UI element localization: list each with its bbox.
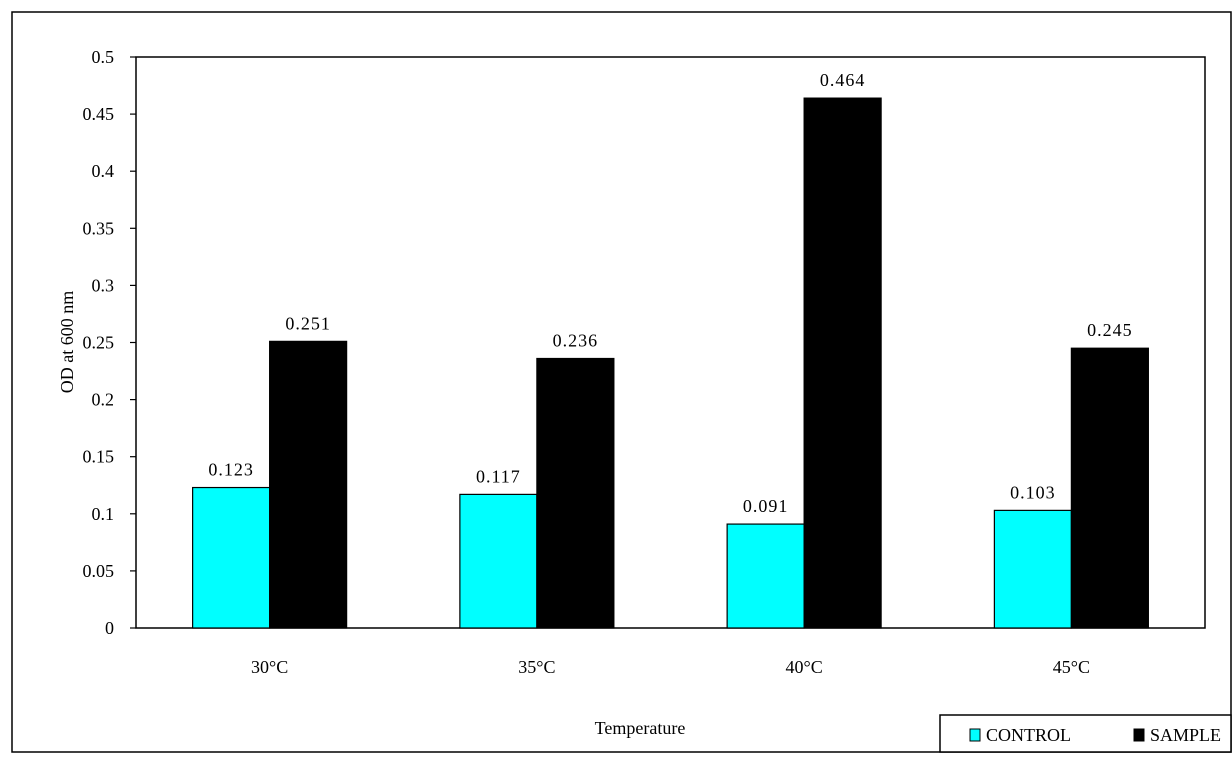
bar-control — [993, 509, 1072, 629]
data-label-control: 0.103 — [1010, 482, 1056, 502]
legend: CONTROL SAMPLE — [939, 714, 1232, 753]
bars-group: 0.123 0.251 0.117 0.236 0.091 0.464 0.103 0.245 — [192, 70, 1149, 629]
bar-sample — [803, 97, 882, 629]
y-axis-ticks: 0 0.05 0.1 0.15 0.2 0.25 0.3 0.35 0.4 0.45 0.5 — [83, 47, 136, 638]
x-axis-title: Temperature — [595, 718, 686, 738]
legend-label-control: CONTROL — [986, 725, 1071, 745]
bar-sample — [1070, 347, 1149, 629]
x-tick-label: 40°C — [786, 657, 823, 677]
x-tick-label: 35°C — [518, 657, 555, 677]
bar-control — [726, 523, 805, 629]
y-tick-label: 0.05 — [83, 561, 115, 581]
x-tick-label: 30°C — [251, 657, 288, 677]
bar-sample — [269, 340, 348, 629]
data-label-sample: 0.236 — [553, 330, 599, 350]
data-label-control: 0.091 — [743, 496, 789, 516]
y-tick-label: 0.5 — [92, 47, 115, 67]
legend-swatch-sample — [1133, 728, 1145, 742]
y-tick-label: 0.3 — [92, 275, 115, 295]
data-label-sample: 0.464 — [820, 70, 866, 90]
y-axis-title: OD at 600 nm — [57, 291, 77, 394]
bar-control — [192, 486, 271, 629]
x-tick-label: 45°C — [1053, 657, 1090, 677]
legend-box — [939, 714, 1232, 753]
y-tick-label: 0.35 — [83, 218, 115, 238]
x-axis-ticks: 30°C 35°C 40°C 45°C — [251, 657, 1090, 677]
bar-control — [459, 493, 538, 629]
bar-sample — [536, 357, 615, 629]
y-tick-label: 0.15 — [83, 447, 115, 467]
data-label-control: 0.117 — [476, 466, 521, 486]
y-tick-label: 0 — [105, 618, 114, 638]
y-tick-label: 0.45 — [83, 104, 115, 124]
y-tick-label: 0.1 — [92, 504, 115, 524]
y-tick-label: 0.4 — [92, 161, 115, 181]
legend-swatch-control — [969, 728, 981, 742]
legend-label-sample: SAMPLE — [1150, 725, 1221, 745]
y-tick-label: 0.2 — [92, 390, 115, 410]
data-label-sample: 0.251 — [285, 313, 331, 333]
y-tick-label: 0.25 — [83, 333, 115, 353]
chart-border — [11, 11, 1232, 753]
data-label-control: 0.123 — [208, 460, 254, 480]
data-label-sample: 0.245 — [1087, 320, 1133, 340]
